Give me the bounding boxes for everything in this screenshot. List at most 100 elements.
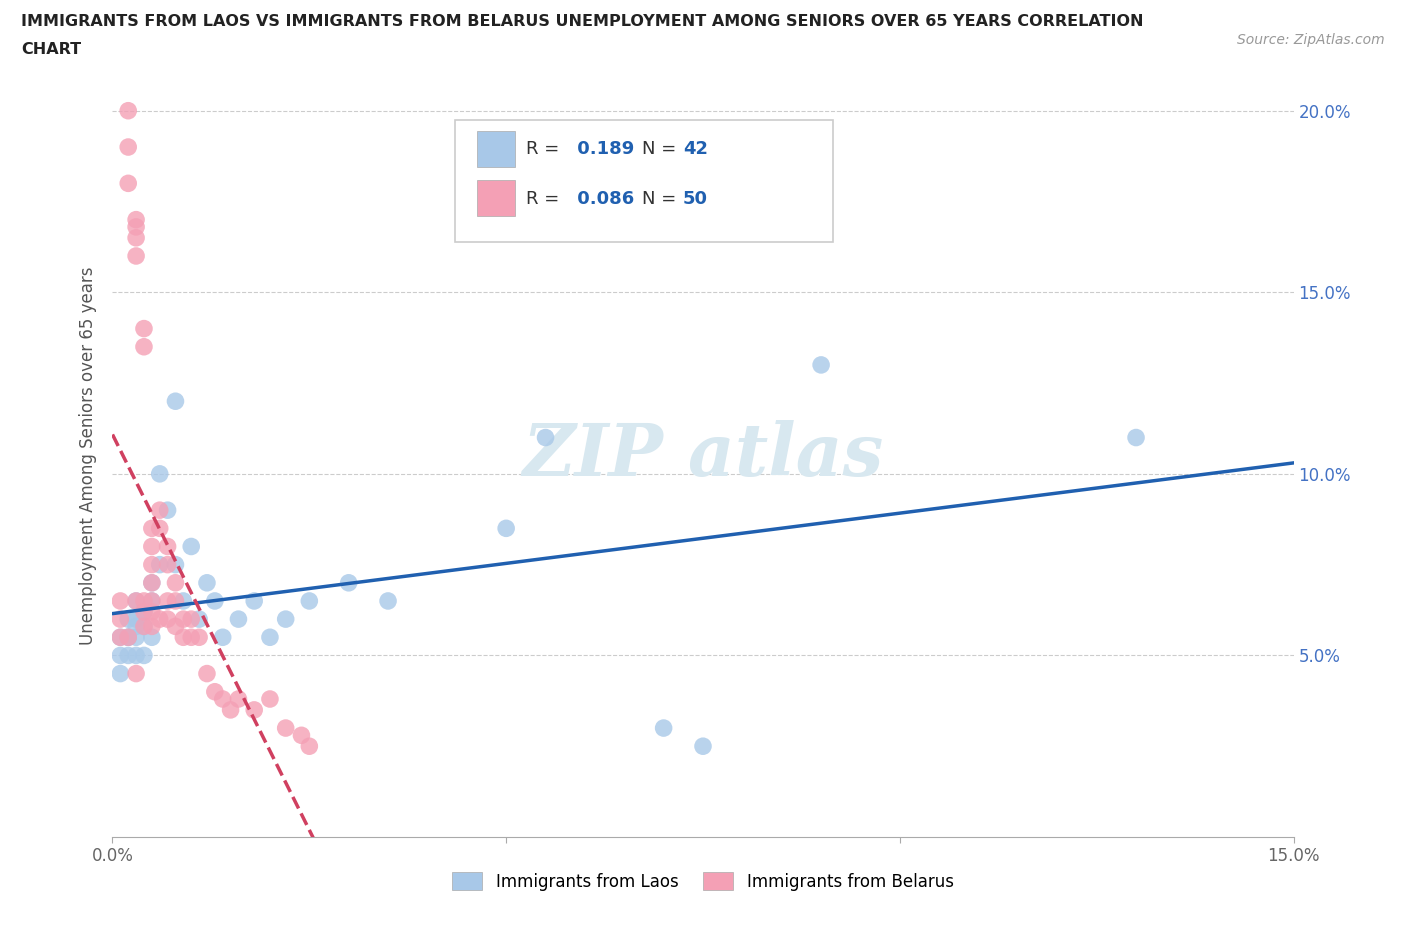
- Point: [141, 576, 163, 591]
- Point: [141, 619, 163, 634]
- Text: R =: R =: [526, 190, 565, 207]
- Point: [156, 539, 179, 554]
- FancyBboxPatch shape: [456, 120, 832, 242]
- Point: [125, 231, 148, 246]
- Y-axis label: Unemployment Among Seniors over 65 years: Unemployment Among Seniors over 65 years: [79, 267, 97, 644]
- Point: [117, 612, 139, 627]
- Text: 0.189: 0.189: [571, 140, 634, 158]
- Point: [110, 593, 132, 608]
- Text: N =: N =: [641, 190, 682, 207]
- Point: [141, 630, 163, 644]
- Legend: Immigrants from Laos, Immigrants from Belarus: Immigrants from Laos, Immigrants from Be…: [446, 866, 960, 897]
- Point: [204, 593, 226, 608]
- Point: [132, 604, 155, 619]
- Point: [141, 593, 163, 608]
- Point: [125, 219, 148, 234]
- Point: [1125, 430, 1147, 445]
- Point: [243, 702, 266, 717]
- Point: [180, 630, 202, 644]
- Point: [274, 612, 297, 627]
- Text: R =: R =: [526, 140, 565, 158]
- Point: [195, 576, 218, 591]
- Point: [132, 321, 155, 336]
- Point: [377, 593, 399, 608]
- Point: [534, 430, 557, 445]
- Text: N =: N =: [641, 140, 682, 158]
- Point: [195, 666, 218, 681]
- FancyBboxPatch shape: [478, 180, 515, 217]
- Point: [810, 357, 832, 372]
- Point: [149, 612, 172, 627]
- Point: [692, 738, 714, 753]
- Point: [188, 612, 211, 627]
- Point: [149, 521, 172, 536]
- Point: [298, 738, 321, 753]
- Point: [156, 612, 179, 627]
- Point: [132, 593, 155, 608]
- Point: [117, 176, 139, 191]
- Point: [165, 593, 187, 608]
- Point: [132, 339, 155, 354]
- Point: [117, 648, 139, 663]
- Point: [172, 630, 194, 644]
- Point: [132, 604, 155, 619]
- Point: [141, 557, 163, 572]
- Point: [259, 630, 281, 644]
- Point: [141, 576, 163, 591]
- Point: [117, 103, 139, 118]
- Point: [132, 648, 155, 663]
- Point: [156, 593, 179, 608]
- Point: [274, 721, 297, 736]
- Point: [141, 539, 163, 554]
- Point: [125, 612, 148, 627]
- Point: [117, 140, 139, 154]
- Point: [180, 539, 202, 554]
- Text: ZIP atlas: ZIP atlas: [523, 420, 883, 491]
- Point: [188, 630, 211, 644]
- Point: [110, 648, 132, 663]
- Point: [125, 648, 148, 663]
- Point: [110, 612, 132, 627]
- Point: [149, 557, 172, 572]
- Point: [125, 593, 148, 608]
- Point: [141, 521, 163, 536]
- Point: [125, 619, 148, 634]
- Point: [165, 393, 187, 408]
- Text: IMMIGRANTS FROM LAOS VS IMMIGRANTS FROM BELARUS UNEMPLOYMENT AMONG SENIORS OVER : IMMIGRANTS FROM LAOS VS IMMIGRANTS FROM …: [21, 14, 1143, 29]
- Point: [110, 630, 132, 644]
- Point: [219, 702, 242, 717]
- Point: [298, 593, 321, 608]
- Point: [172, 593, 194, 608]
- Point: [165, 576, 187, 591]
- FancyBboxPatch shape: [478, 131, 515, 166]
- Point: [117, 630, 139, 644]
- Point: [125, 630, 148, 644]
- Point: [180, 612, 202, 627]
- Point: [117, 630, 139, 644]
- Point: [243, 593, 266, 608]
- Point: [110, 666, 132, 681]
- Point: [149, 467, 172, 482]
- Text: CHART: CHART: [21, 42, 82, 57]
- Point: [141, 604, 163, 619]
- Text: 42: 42: [683, 140, 709, 158]
- Point: [290, 728, 312, 743]
- Text: Source: ZipAtlas.com: Source: ZipAtlas.com: [1237, 33, 1385, 46]
- Point: [228, 612, 250, 627]
- Point: [132, 619, 155, 634]
- Point: [125, 666, 148, 681]
- Point: [156, 557, 179, 572]
- Point: [110, 630, 132, 644]
- Point: [337, 576, 360, 591]
- Point: [228, 692, 250, 707]
- Point: [211, 692, 233, 707]
- Point: [149, 503, 172, 518]
- Point: [165, 619, 187, 634]
- Point: [495, 521, 517, 536]
- Point: [125, 212, 148, 227]
- Point: [156, 503, 179, 518]
- Point: [132, 619, 155, 634]
- Point: [125, 248, 148, 263]
- Point: [165, 557, 187, 572]
- Point: [172, 612, 194, 627]
